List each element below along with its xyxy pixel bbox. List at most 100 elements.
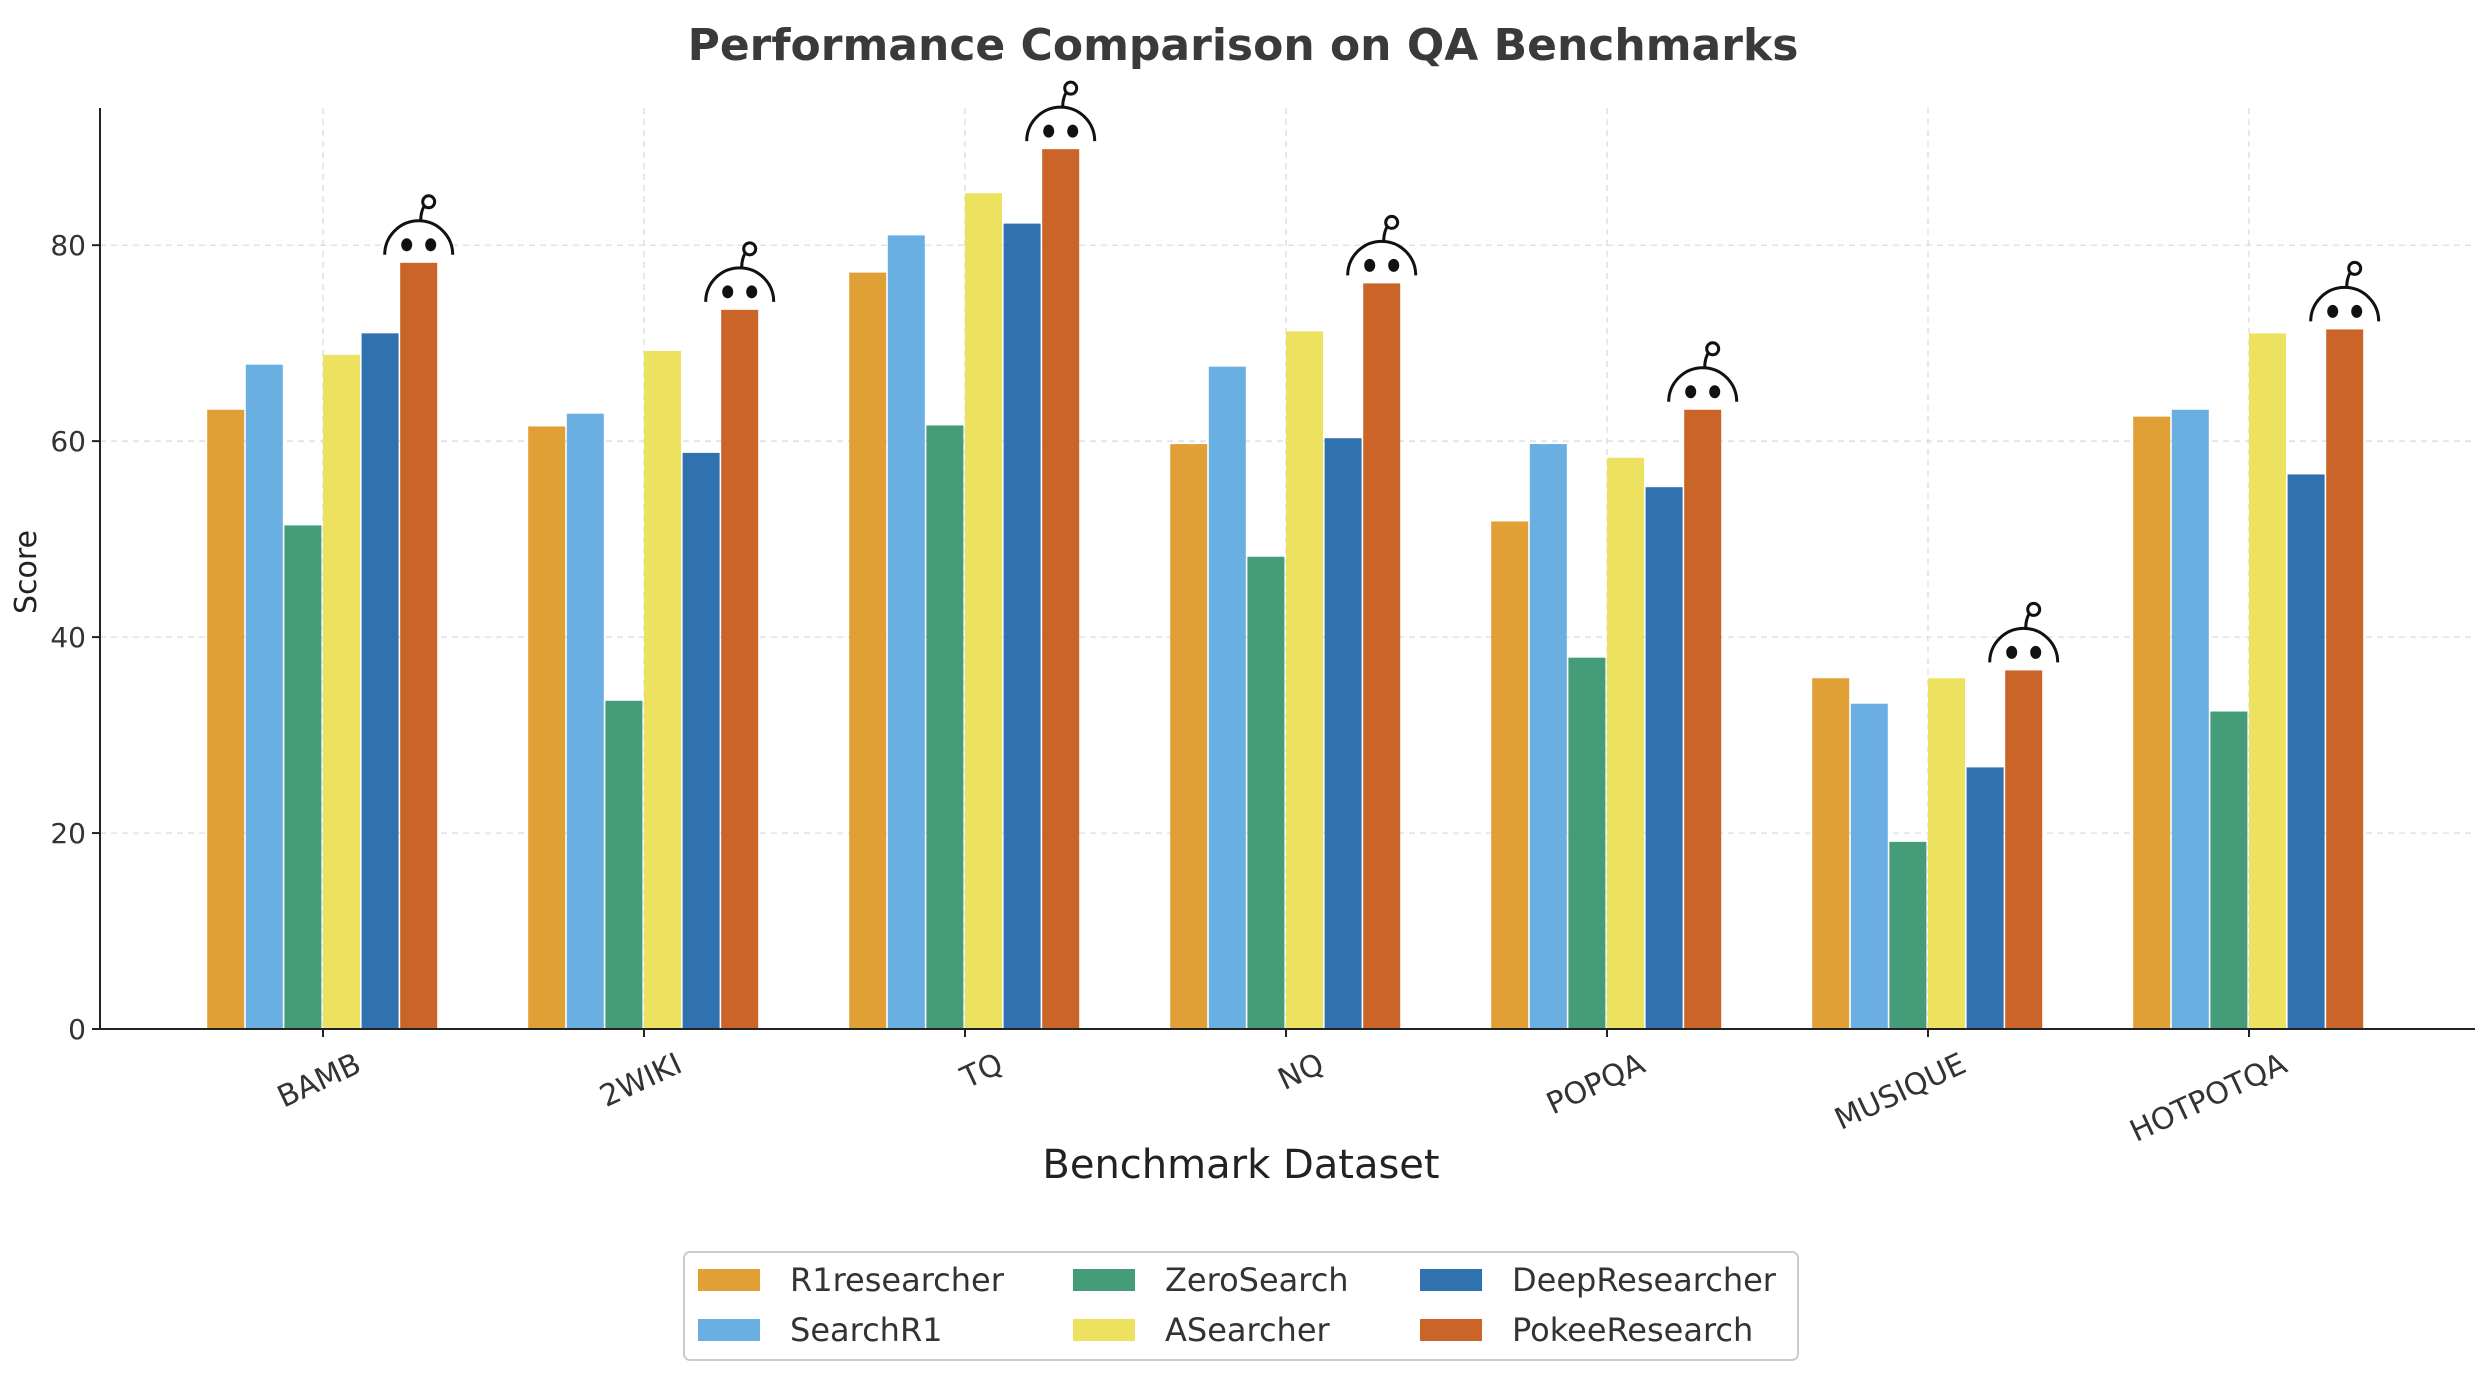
bar-r1researcher — [528, 426, 566, 1029]
bar-deepresearcher — [1645, 487, 1683, 1029]
bar-r1researcher — [207, 409, 245, 1029]
bar-asearcher — [1286, 331, 1323, 1029]
y-tick-label: 0 — [68, 1013, 86, 1046]
y-tick-label: 80 — [50, 229, 86, 262]
y-tick-label: 40 — [50, 621, 86, 654]
icon-eye — [1043, 124, 1055, 138]
legend-label: DeepResearcher — [1512, 1261, 1777, 1299]
bars — [207, 149, 2364, 1030]
bar-asearcher — [323, 354, 360, 1029]
bar-searchr1 — [2171, 409, 2209, 1029]
icon-eye — [1685, 385, 1697, 399]
mascot-face-icon — [1667, 341, 1739, 402]
x-tick-label: NQ — [1273, 1047, 1330, 1098]
bar-zerosearch — [1889, 841, 1927, 1029]
legend-swatch — [1420, 1269, 1482, 1291]
icon-sprout — [2347, 260, 2363, 276]
bar-pokeeresearch — [400, 262, 438, 1029]
icon-sprout — [421, 194, 437, 210]
bar-zerosearch — [1247, 556, 1285, 1029]
icon-eye — [2351, 304, 2363, 318]
bar-asearcher — [2249, 333, 2286, 1029]
bar-deepresearcher — [1003, 223, 1041, 1030]
icon-eye — [2006, 645, 2018, 659]
icon-eye — [1388, 258, 1400, 272]
mascot-face-icon — [2309, 260, 2381, 322]
icon-sprout — [1705, 341, 1721, 357]
bar-asearcher — [1607, 457, 1644, 1029]
bar-asearcher — [1928, 678, 1965, 1029]
bar-deepresearcher — [2287, 474, 2325, 1029]
bar-deepresearcher — [361, 333, 399, 1029]
icon-dome — [1988, 626, 2060, 663]
y-tick-label: 20 — [50, 817, 86, 850]
bar-r1researcher — [1170, 444, 1208, 1029]
legend-label: ZeroSearch — [1165, 1261, 1349, 1299]
x-tick-label: MUSIQUE — [1829, 1047, 1971, 1138]
legend-swatch — [1073, 1269, 1135, 1291]
bar-zerosearch — [605, 700, 643, 1029]
bar-searchr1 — [245, 364, 283, 1030]
icon-eye — [401, 238, 413, 252]
x-axis-label: Benchmark Dataset — [1042, 1142, 1439, 1188]
bar-pokeeresearch — [721, 309, 759, 1029]
x-tick-label: 2WIKI — [595, 1047, 688, 1115]
y-axis-label: Score — [9, 530, 44, 614]
legend-label: SearchR1 — [790, 1311, 943, 1349]
legend-swatch — [698, 1269, 760, 1291]
icon-eye — [425, 238, 437, 252]
x-tick-label: BAMB — [272, 1047, 366, 1116]
bar-searchr1 — [1529, 444, 1567, 1029]
icon-eye — [722, 285, 734, 299]
x-tick-label: POPQA — [1541, 1046, 1650, 1122]
bar-r1researcher — [1491, 521, 1529, 1029]
legend-label: R1researcher — [790, 1261, 1005, 1299]
legend-swatch — [698, 1319, 760, 1341]
bar-zerosearch — [284, 525, 322, 1029]
bar-searchr1 — [1850, 703, 1888, 1029]
bar-searchr1 — [566, 413, 604, 1029]
bar-deepresearcher — [1324, 438, 1362, 1029]
y-ticks: 0 20 40 60 80 — [50, 229, 100, 1046]
bar-searchr1 — [887, 235, 925, 1030]
legend-frame — [683, 1251, 1799, 1361]
bar-pokeeresearch — [1042, 149, 1080, 1029]
icon-dome — [2309, 285, 2381, 322]
icon-eye — [2030, 645, 2042, 659]
icon-sprout — [1384, 214, 1400, 230]
mascot-face-icon — [1025, 80, 1097, 142]
bar-pokeeresearch — [2326, 329, 2364, 1030]
icon-dome — [704, 266, 776, 302]
icon-eye — [746, 285, 758, 299]
bar-deepresearcher — [682, 452, 720, 1029]
x-tick-label: TQ — [955, 1047, 1009, 1097]
legend-swatch — [1073, 1319, 1135, 1341]
icon-dome — [1346, 239, 1418, 276]
legend-swatch — [1420, 1319, 1482, 1341]
x-ticks: BAMB 2WIKI TQ NQ POPQA MUSIQUE HOTPOTQA — [272, 1029, 2293, 1150]
x-tick-label: HOTPOTQA — [2125, 1046, 2293, 1149]
legend-label: ASearcher — [1165, 1311, 1331, 1349]
legend: R1researcher SearchR1 ZeroSearch ASearcher D… — [683, 1251, 1799, 1361]
y-tick-label: 60 — [50, 425, 86, 458]
bar-zerosearch — [926, 425, 964, 1029]
bar-pokeeresearch — [1363, 283, 1401, 1029]
icon-dome — [383, 219, 455, 255]
mascot-face-icon — [704, 241, 776, 302]
chart-title: Performance Comparison on QA Benchmarks — [688, 20, 1799, 71]
bar-r1researcher — [1812, 678, 1850, 1029]
bar-pokeeresearch — [2005, 670, 2043, 1029]
bar-zerosearch — [1568, 657, 1606, 1029]
icon-eye — [2327, 304, 2339, 318]
axes — [99, 108, 2475, 1030]
bar-asearcher — [965, 193, 1002, 1030]
mascot-face-icon — [383, 194, 455, 255]
icon-dome — [1025, 105, 1097, 142]
bar-deepresearcher — [1966, 767, 2004, 1029]
bar-asearcher — [644, 350, 681, 1029]
mascot-face-icon — [1988, 601, 2060, 663]
legend-label: PokeeResearch — [1512, 1311, 1753, 1349]
bar-r1researcher — [2133, 416, 2171, 1030]
bar-r1researcher — [849, 272, 887, 1029]
